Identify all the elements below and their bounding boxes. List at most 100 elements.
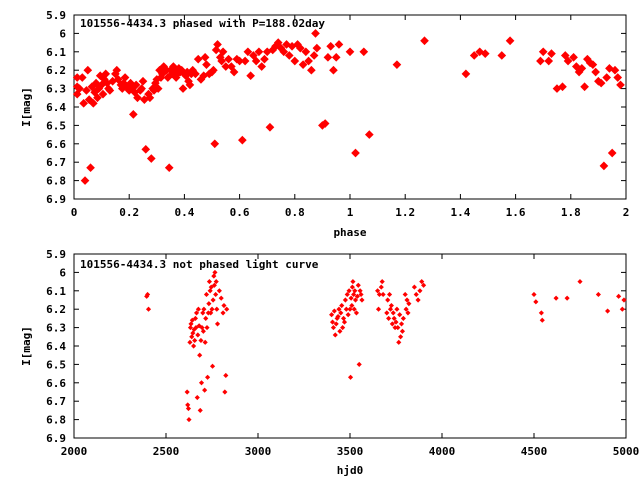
phased-data-point: [113, 75, 123, 84]
phased-x-tick-label: 1: [347, 206, 354, 219]
phased-data-point: [257, 62, 267, 71]
phased-data-point: [304, 56, 313, 66]
phased-y-tick-label: 6.3: [46, 83, 66, 96]
phased-data-point: [200, 52, 210, 62]
unphased-data-point: [539, 317, 545, 323]
unphased-data-point: [193, 325, 199, 331]
unphased-data-point: [206, 279, 212, 285]
unphased-data-point: [391, 315, 397, 321]
phased-data-point: [320, 119, 330, 128]
phased-data-point: [251, 56, 261, 66]
phased-data-point: [536, 56, 545, 66]
phased-data-point: [616, 80, 625, 90]
unphased-data-point: [345, 312, 351, 318]
phased-data-point: [610, 65, 620, 75]
phased-data-point: [364, 130, 374, 139]
unphased-data-point: [376, 291, 383, 298]
phased-data-point: [596, 78, 606, 88]
unphased-data-point: [396, 339, 402, 345]
phased-data-point: [265, 122, 275, 132]
unphased-data-point: [188, 321, 194, 327]
phased-data-point: [226, 62, 236, 71]
phased-x-tick-label: 1.4: [450, 206, 470, 219]
phased-data-point: [571, 62, 581, 71]
phased-data-point: [563, 56, 573, 66]
phased-data-point: [329, 65, 338, 75]
phased-data-point: [295, 43, 305, 53]
phased-y-tick-label: 6.6: [46, 138, 66, 151]
phased-data-point: [101, 69, 111, 79]
unphased-data-point: [208, 310, 214, 316]
phased-data-point: [217, 56, 226, 66]
phased-data-point: [164, 163, 174, 173]
phased-data-point: [359, 47, 369, 57]
unphased-data-point: [398, 334, 404, 340]
unphased-y-tick-label: 6.2: [46, 303, 66, 316]
unphased-data-point: [195, 306, 201, 312]
phased-x-tick-label: 1.2: [395, 206, 415, 219]
unphased-data-point: [335, 313, 341, 320]
unphased-data-point: [352, 288, 358, 294]
unphased-data-point: [214, 321, 221, 327]
unphased-data-point: [397, 312, 403, 318]
phased-y-tick-label: 6.5: [46, 119, 66, 132]
phased-data-point: [569, 52, 578, 62]
unphased-x-tick-label: 2500: [153, 445, 180, 458]
unphased-data-point: [564, 295, 570, 301]
phased-x-tick-label: 0: [71, 206, 78, 219]
phased-data-point: [298, 60, 308, 70]
phased-data-point: [469, 51, 479, 60]
phased-data-point: [599, 161, 609, 171]
unphased-data-point: [619, 306, 625, 312]
phased-data-point: [84, 95, 94, 104]
unphased-data-point: [202, 339, 208, 345]
unphased-data-point: [192, 337, 198, 344]
unphased-data-point: [224, 306, 230, 312]
phased-data-point: [82, 86, 91, 95]
unphased-data-point: [417, 288, 423, 294]
unphased-data-point: [336, 306, 342, 312]
phased-data-point: [243, 47, 253, 57]
phased-y-tick-label: 5.9: [46, 9, 66, 22]
phased-data-point: [301, 47, 311, 57]
unphased-data-point: [347, 306, 353, 312]
phased-data-point: [163, 73, 173, 82]
unphased-data-point: [533, 299, 539, 305]
phased-data-point: [193, 54, 203, 64]
unphased-data-point: [189, 334, 195, 340]
unphased-data-point: [205, 374, 211, 380]
phased-data-point: [607, 148, 617, 158]
unphased-data-point: [346, 288, 352, 294]
unphased-data-point: [595, 291, 601, 298]
phased-y-tick-label: 6.4: [46, 101, 66, 114]
phased-data-point: [133, 93, 142, 103]
unphased-data-point: [384, 310, 390, 316]
unphased-x-axis-title: hjd0: [337, 464, 364, 477]
phased-data-point: [331, 52, 341, 62]
phased-data-point: [420, 36, 429, 46]
unphased-data-point: [398, 321, 405, 327]
phased-data-point: [279, 47, 289, 57]
phased-axis-ticks: 0 0.2 0.4 0.6 0.8 1 1.2 1.4 1.6 1.8 2 5.9 6 6.1 6.2 6.3…: [46, 9, 629, 219]
unphased-data-point: [340, 325, 346, 331]
phased-data-point: [191, 69, 200, 79]
unphased-data-point: [621, 297, 627, 303]
unphased-data-point: [349, 284, 355, 290]
phased-data-point: [580, 82, 589, 92]
unphased-data-point: [211, 273, 217, 279]
phased-data-point: [273, 38, 283, 47]
unphased-data-point: [191, 343, 197, 349]
unphased-data-point: [204, 325, 210, 331]
unphased-data-point: [220, 310, 226, 316]
unphased-data-point: [329, 312, 335, 318]
unphased-data-point: [352, 297, 359, 303]
unphased-data-point: [201, 306, 207, 312]
unphased-data-point: [210, 297, 216, 303]
unphased-data-point: [184, 389, 190, 395]
unphased-data-point: [333, 321, 339, 327]
unphased-data-point: [400, 315, 406, 321]
phased-data-point: [538, 47, 548, 57]
unphased-data-point: [357, 288, 363, 294]
unphased-data-point: [353, 310, 360, 316]
